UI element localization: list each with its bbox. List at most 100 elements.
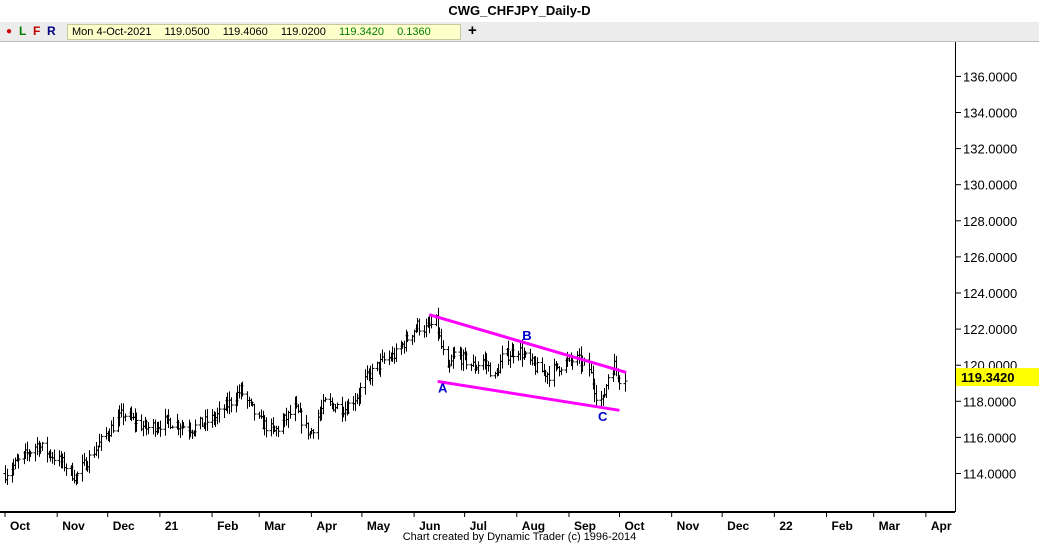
ohlc-bar xyxy=(205,408,210,431)
date-tick-label: Aug xyxy=(522,519,545,533)
date-tick-label: 22 xyxy=(779,519,793,533)
ohlc-bar xyxy=(335,402,340,409)
ohlc-bar xyxy=(316,409,321,440)
ohlc-bar xyxy=(516,350,521,361)
ohlc-bar xyxy=(552,358,557,387)
ohlc-bar xyxy=(382,352,387,364)
ohlc-bar xyxy=(153,419,158,437)
ohlc-bar xyxy=(405,331,410,342)
toolbar-button-l[interactable]: L xyxy=(19,24,27,38)
toolbar-button-r[interactable]: R xyxy=(47,24,56,38)
date-tick-label: Feb xyxy=(217,519,238,533)
ohlc-bar xyxy=(80,454,85,482)
ohlc-bar xyxy=(606,374,611,390)
ohlc-bar xyxy=(299,408,304,434)
date-tick-label: Apr xyxy=(316,519,337,533)
ohlc-bar xyxy=(346,398,351,415)
date-tick-label: Dec xyxy=(727,519,749,533)
ohlc-bar xyxy=(547,365,552,388)
ohlc-bar xyxy=(64,463,69,476)
chart-title: CWG_CHFJPY_Daily-D xyxy=(448,3,591,18)
readout-close: 119.3420 xyxy=(338,26,385,38)
ohlc-bar xyxy=(323,396,328,403)
ohlc-bar xyxy=(45,436,50,463)
ohlc-bar xyxy=(288,404,293,419)
ohlc-bar xyxy=(508,351,513,368)
last-price-label: 119.3420 xyxy=(961,370,1015,385)
price-tick-label: 126.0000 xyxy=(963,250,1017,265)
date-tick-label: Dec xyxy=(113,519,135,533)
ohlc-bar xyxy=(523,350,528,358)
ohlc-bar xyxy=(178,423,183,438)
price-tick-label: 114.0000 xyxy=(963,467,1016,482)
ohlc-bar xyxy=(394,343,399,362)
ohlc-bar xyxy=(535,357,540,374)
ohlc-bar xyxy=(559,367,564,376)
ohlc-bar xyxy=(441,340,446,356)
ohlc-bar xyxy=(193,419,198,437)
date-tick-label: Sep xyxy=(574,519,596,533)
ohlc-bar xyxy=(365,365,370,381)
ohlc-readout: Mon 4-Oct-2021 119.0500 119.4060 119.020… xyxy=(67,24,461,40)
ohlc-bar xyxy=(353,392,358,412)
wave-label-b: B xyxy=(522,328,531,343)
wave-label-c: C xyxy=(598,409,608,424)
ohlc-bar xyxy=(602,388,607,398)
price-tick-label: 136.0000 xyxy=(963,69,1017,84)
ohlc-bar xyxy=(392,347,397,364)
add-plus-icon[interactable]: + xyxy=(468,22,477,39)
ohlc-bar xyxy=(488,362,493,377)
record-dot-icon[interactable]: ● xyxy=(6,26,13,37)
ohlc-bar xyxy=(358,382,363,404)
ohlc-bar xyxy=(217,401,222,423)
toolbar-button-f[interactable]: F xyxy=(33,24,41,38)
ohlc-bar xyxy=(370,363,375,386)
ohlc-bar xyxy=(380,349,385,363)
ohlc-bar xyxy=(240,381,245,397)
date-axis: Oct Nov Dec 21 Feb Mar Apr May Jun Jul Aug Sep Oct No… xyxy=(0,512,955,533)
date-tick-label: Mar xyxy=(879,519,901,533)
wave-label-a: A xyxy=(438,380,448,395)
ohlc-bar xyxy=(476,361,481,374)
date-tick-label: Apr xyxy=(931,519,952,533)
ohlc-bar xyxy=(94,442,99,457)
ohlc-bar xyxy=(264,417,269,438)
readout-open: 119.0500 xyxy=(164,26,210,38)
ohlc-bar xyxy=(257,411,262,419)
channel-upper-line xyxy=(428,313,627,374)
ohlc-bar xyxy=(82,452,87,466)
ohlc-bar xyxy=(109,420,114,437)
ohlc-bar xyxy=(237,384,242,399)
price-plot[interactable]: A B C xyxy=(0,42,955,512)
ohlc-bar xyxy=(5,468,10,486)
ohlc-bar xyxy=(131,412,136,421)
ohlc-bar xyxy=(587,352,592,377)
ohlc-bar xyxy=(617,375,622,390)
price-tick-label: 134.0000 xyxy=(963,106,1017,121)
ohlc-bar xyxy=(222,404,227,418)
ohlc-bar xyxy=(92,446,97,458)
ohlc-bar xyxy=(87,450,92,474)
ohlc-bar xyxy=(141,420,146,437)
price-tick-label: 132.0000 xyxy=(963,142,1017,157)
date-tick-label: Nov xyxy=(62,519,85,533)
ohlc-bar xyxy=(25,441,30,462)
ohlc-bar xyxy=(210,409,215,428)
ohlc-bar xyxy=(528,348,533,365)
ohlc-bar xyxy=(343,401,348,422)
date-tick-label: Oct xyxy=(10,519,30,533)
ohlc-bar xyxy=(471,354,476,368)
date-tick-label: Feb xyxy=(832,519,853,533)
readout-date: Mon 4-Oct-2021 xyxy=(72,26,152,38)
date-tick-label: Jul xyxy=(470,519,487,533)
ohlc-bars xyxy=(3,307,628,486)
readout-high: 119.4060 xyxy=(222,26,268,38)
price-tick-label: 128.0000 xyxy=(963,214,1017,229)
ohlc-bar xyxy=(481,354,486,371)
channel-lower-line xyxy=(437,379,620,412)
ohlc-bar xyxy=(57,450,62,467)
ohlc-bar xyxy=(252,403,257,421)
price-tick-label: 116.0000 xyxy=(963,430,1016,445)
readout-change: 0.1360 xyxy=(397,26,431,38)
date-tick-label: Jun xyxy=(419,519,440,533)
